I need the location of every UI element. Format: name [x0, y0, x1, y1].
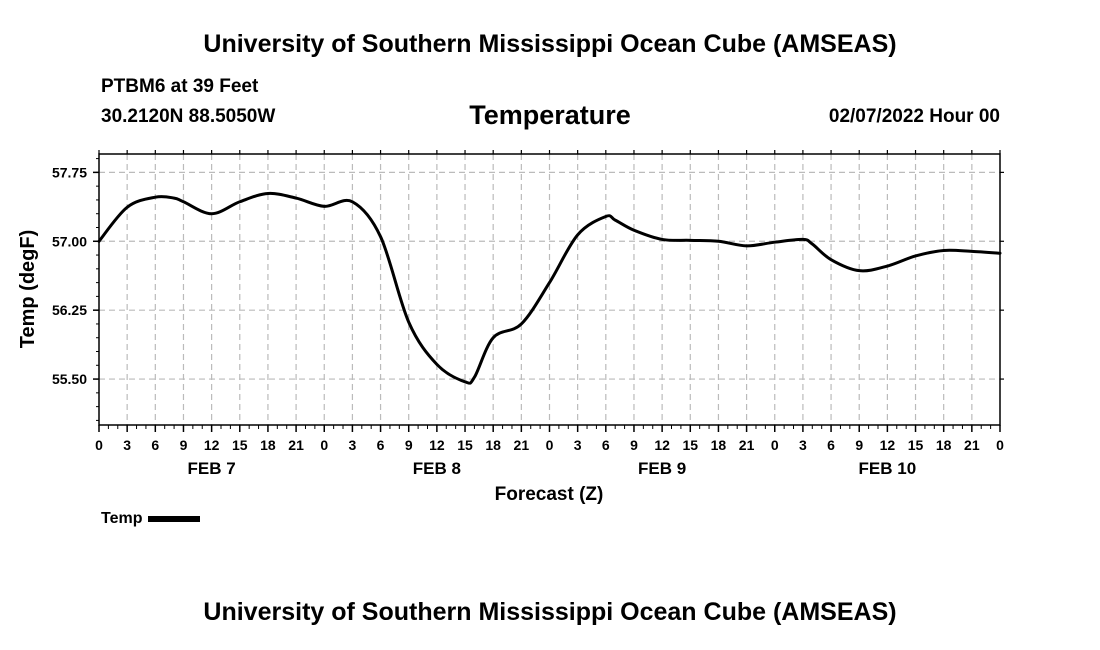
chart-title: Temperature — [469, 100, 631, 130]
x-tick-label: 15 — [908, 437, 924, 453]
y-tick-label: 56.25 — [52, 302, 87, 318]
axis-ticks — [93, 150, 1004, 432]
legend-swatch-temp — [148, 515, 201, 522]
x-tick-label: 9 — [180, 437, 188, 453]
x-day-label: FEB 8 — [413, 459, 461, 478]
x-tick-label: 21 — [288, 437, 304, 453]
x-tick-label: 18 — [260, 437, 276, 453]
x-tick-label: 6 — [377, 437, 385, 453]
x-tick-label: 3 — [123, 437, 131, 453]
page-title: University of Southern Mississippi Ocean… — [203, 30, 897, 58]
x-tick-label: 0 — [546, 437, 554, 453]
y-tick-label: 57.75 — [52, 164, 87, 180]
x-tick-label: 21 — [739, 437, 755, 453]
x-tick-label: 18 — [711, 437, 727, 453]
x-tick-label: 15 — [457, 437, 473, 453]
x-tick-label: 21 — [514, 437, 530, 453]
x-tick-label: 12 — [654, 437, 670, 453]
x-tick-label: 6 — [151, 437, 159, 453]
y-axis-title: Temp (degF) — [17, 230, 39, 349]
x-day-label: FEB 7 — [188, 459, 236, 478]
x-tick-label: 3 — [574, 437, 582, 453]
station-coordinates: 30.2120N 88.5050W — [101, 106, 276, 127]
x-tick-label: 3 — [349, 437, 357, 453]
grid — [99, 154, 1000, 425]
x-tick-label: 12 — [204, 437, 220, 453]
x-axis-title: Forecast (Z) — [495, 484, 604, 505]
x-tick-label: 6 — [602, 437, 610, 453]
x-tick-label: 9 — [630, 437, 638, 453]
y-tick-label: 55.50 — [52, 371, 87, 387]
series-line-temp — [97, 191, 1002, 385]
legend: Temp — [101, 510, 201, 528]
x-tick-label: 0 — [996, 437, 1004, 453]
x-tick-label: 0 — [95, 437, 103, 453]
x-tick-label: 0 — [771, 437, 779, 453]
x-tick-label: 15 — [232, 437, 248, 453]
x-tick-label: 21 — [964, 437, 980, 453]
x-tick-label: 9 — [405, 437, 413, 453]
y-tick-label: 57.00 — [52, 233, 87, 249]
x-tick-label: 12 — [880, 437, 896, 453]
x-tick-label: 12 — [429, 437, 445, 453]
x-tick-label: 15 — [682, 437, 698, 453]
x-day-label: FEB 10 — [859, 459, 917, 478]
x-tick-label: 3 — [799, 437, 807, 453]
axis-labels: 0 3 6 9 12 15 18 21 0 3 6 9 12 15 18 21 0 3 6 9 12 15 18 21 0 3 6 9… — [52, 164, 1004, 478]
x-tick-label: 0 — [320, 437, 328, 453]
legend-label-temp: Temp — [101, 510, 143, 527]
x-tick-label: 9 — [855, 437, 863, 453]
station-label: PTBM6 at 39 Feet — [101, 76, 259, 97]
x-tick-label: 18 — [485, 437, 501, 453]
x-tick-label: 6 — [827, 437, 835, 453]
x-day-label: FEB 9 — [638, 459, 686, 478]
forecast-run-time: 02/07/2022 Hour 00 — [828, 106, 1000, 127]
x-tick-label: 18 — [936, 437, 952, 453]
footer-title: University of Southern Mississippi Ocean… — [203, 598, 897, 626]
